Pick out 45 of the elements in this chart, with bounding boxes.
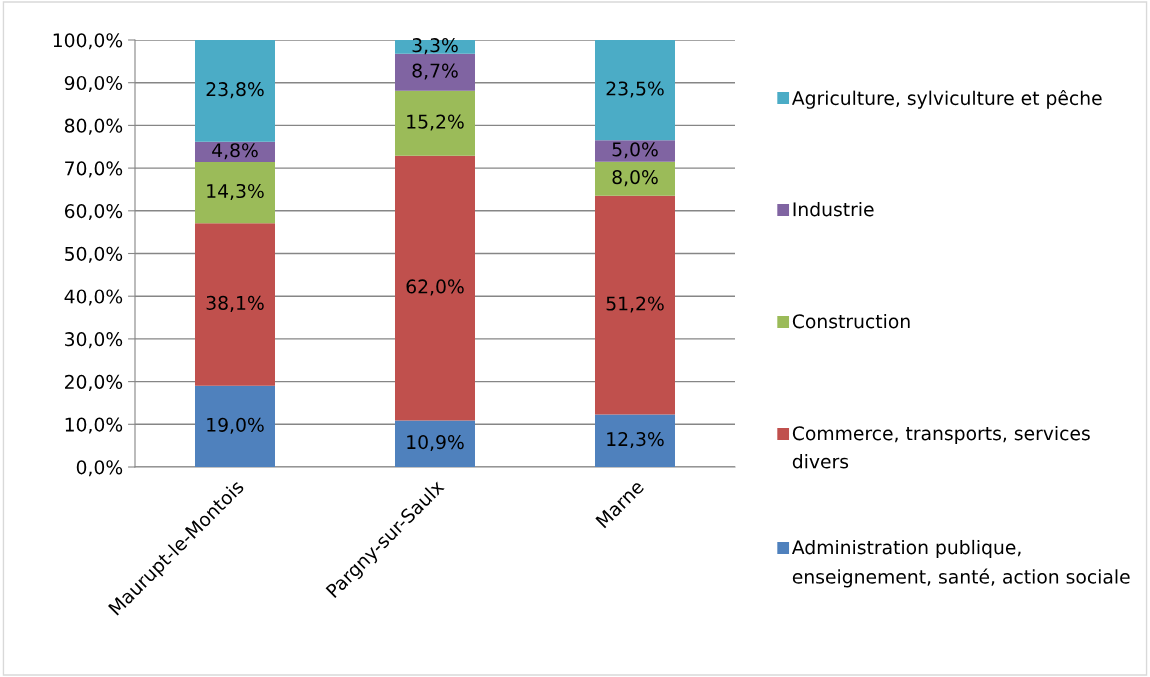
- bar: [595, 414, 675, 467]
- data-label: 10,9%: [407, 434, 464, 452]
- data-label: 8,0%: [612, 170, 658, 187]
- bar: [395, 53, 475, 91]
- data-label: 23,5%: [606, 81, 664, 98]
- y-tick-label: 20,0%: [65, 374, 123, 391]
- bar: [395, 155, 475, 421]
- data-label: 3,3%: [412, 38, 458, 55]
- data-label: 12,3%: [607, 432, 664, 449]
- y-tick-label: 100,0%: [53, 33, 123, 50]
- y-tick-label: 50,0%: [65, 246, 123, 263]
- legend-label: Agriculture, sylviculture et pêche: [791, 89, 1102, 109]
- data-label: 15,2%: [407, 114, 464, 131]
- data-label: 51,2%: [606, 296, 664, 313]
- bar: [595, 161, 675, 196]
- data-label: 23,8%: [206, 82, 264, 99]
- y-tick-label: 40,0%: [64, 289, 123, 306]
- data-label: 14,3%: [207, 183, 264, 201]
- y-tick-label: 70,0%: [65, 161, 123, 178]
- legend-label: Construction: [792, 313, 910, 329]
- bar: [395, 420, 475, 467]
- data-label: 38,1%: [206, 295, 264, 312]
- y-tick-label: 60,0%: [64, 204, 123, 221]
- y-tick-label: 90,0%: [64, 75, 123, 92]
- bar: [195, 385, 275, 467]
- legend-label: Administration publique, enseignement, santé, action sociale: [791, 539, 1130, 588]
- y-tick-label: 30,0%: [65, 332, 123, 349]
- bar: [195, 40, 275, 142]
- bar: [595, 40, 675, 141]
- bar: [195, 223, 275, 386]
- data-label: 4,8%: [212, 143, 258, 160]
- y-tick-label: 0,0%: [76, 460, 123, 477]
- data-label: 8,7%: [412, 63, 458, 80]
- legend-label: Industrie: [793, 201, 874, 217]
- data-label: 5,0%: [612, 142, 658, 159]
- bar: [595, 140, 675, 162]
- bar: [395, 40, 475, 54]
- bar: [595, 195, 675, 415]
- y-tick-label: 80,0%: [64, 118, 123, 135]
- bar: [195, 162, 275, 224]
- legend-label: Commerce, transports, services divers: [792, 425, 1090, 469]
- bar: [395, 90, 475, 156]
- data-label: 62,0%: [406, 279, 464, 296]
- y-tick-label: 10,0%: [65, 417, 123, 434]
- data-label: 19,0%: [207, 417, 264, 434]
